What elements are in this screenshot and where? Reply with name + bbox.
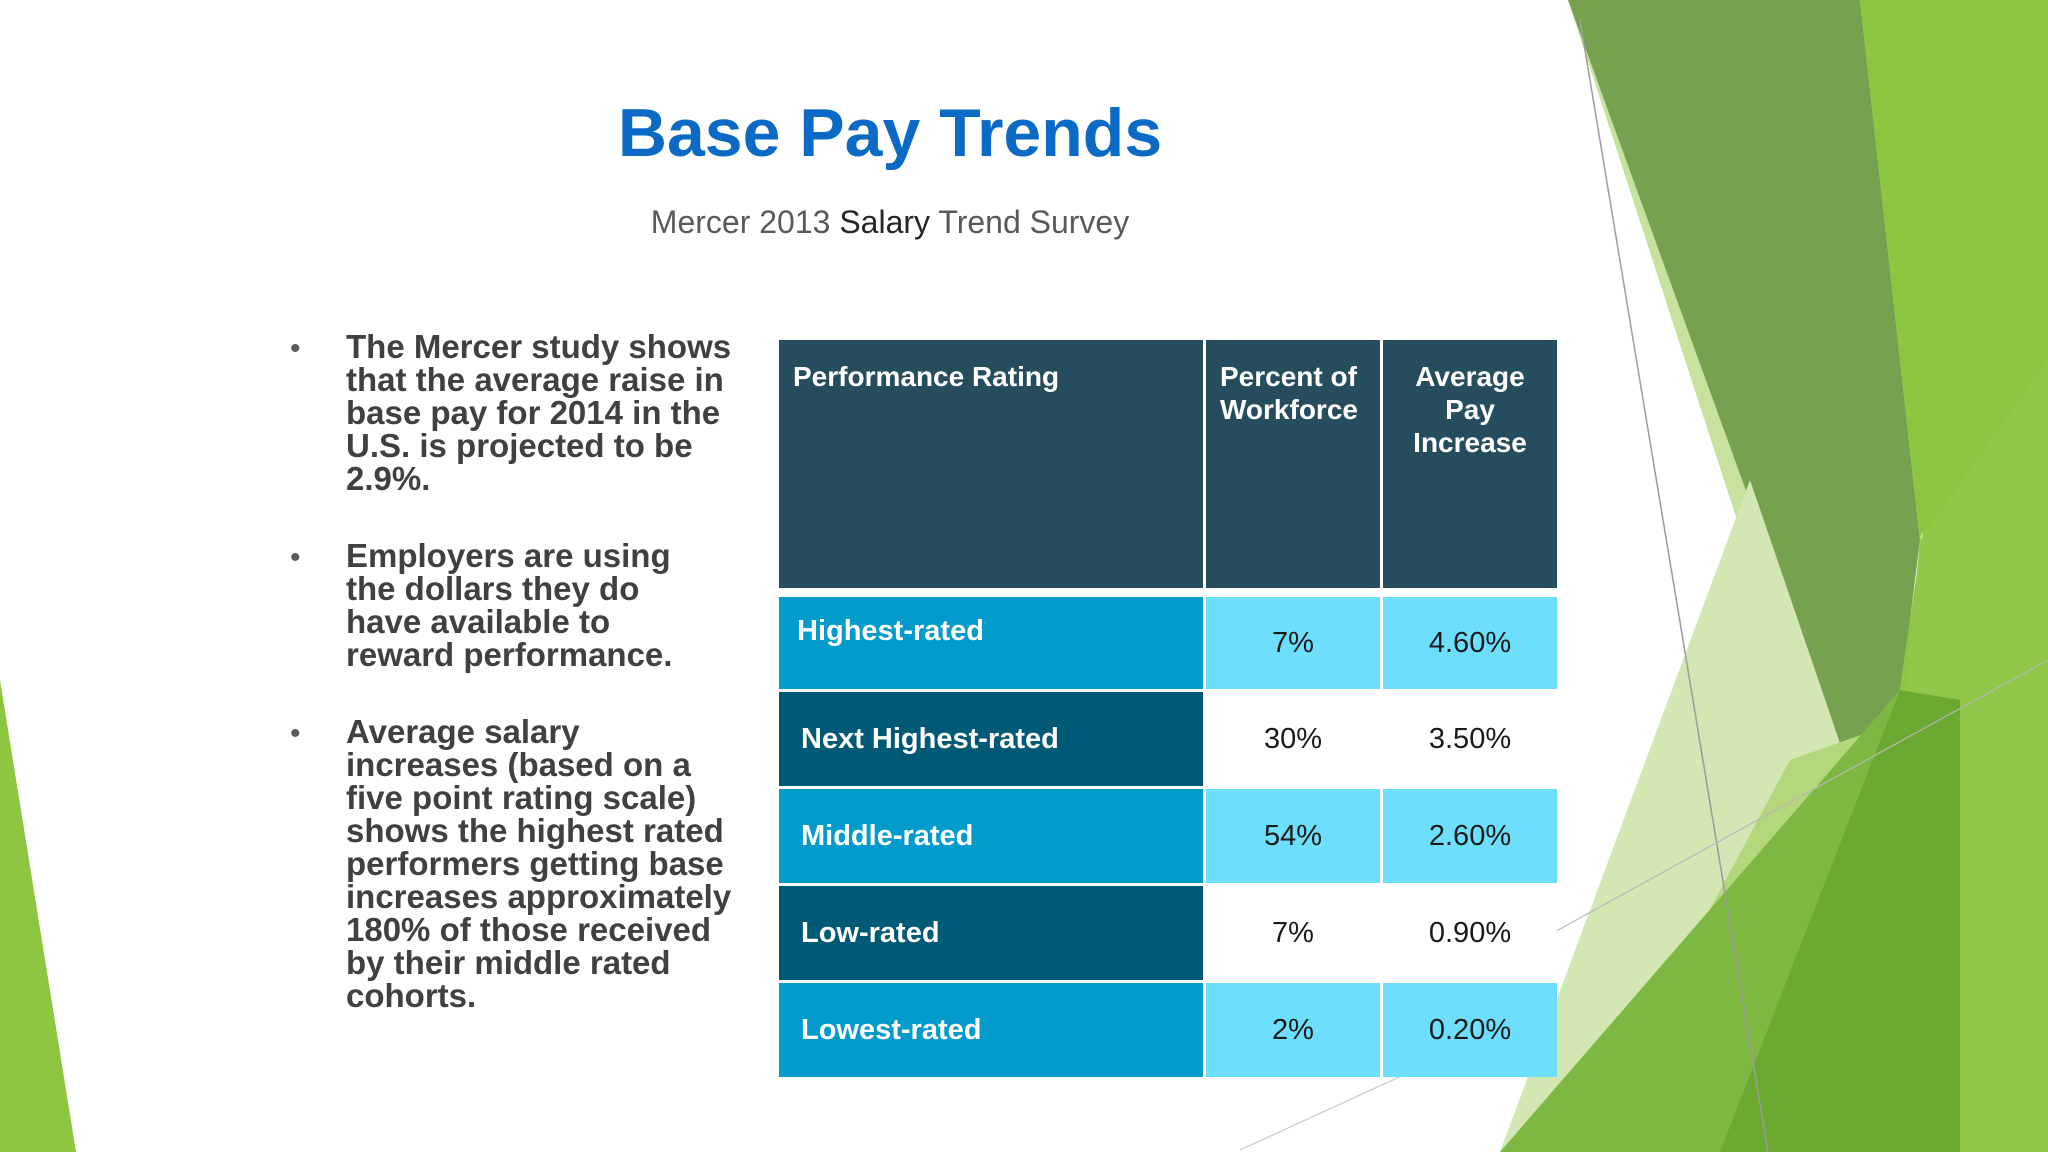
increase-cell: 2.60% [1383, 789, 1557, 883]
increase-cell: 0.20% [1383, 983, 1557, 1077]
percent-cell: 7% [1206, 597, 1380, 689]
table-row: Highest-rated 7% 4.60% [779, 597, 1557, 689]
bullet-text: The Mercer study shows that the average … [346, 328, 732, 497]
page-subtitle: Mercer 2013 Salary Trend Survey [560, 204, 1220, 241]
percent-cell: 54% [1206, 789, 1380, 883]
table-header-row: Performance Rating Percent of Workforce … [779, 340, 1557, 588]
header-average-increase: Average Pay Increase [1383, 340, 1557, 588]
bullet-item: • Employers are using the dollars they d… [290, 539, 750, 671]
percent-cell: 30% [1206, 692, 1380, 786]
subtitle-part-3: Trend Survey [930, 204, 1130, 240]
increase-cell: 4.60% [1383, 597, 1557, 689]
rating-cell: Next Highest-rated [779, 692, 1203, 786]
table-row: Next Highest-rated 30% 3.50% [779, 692, 1557, 786]
rating-cell: Middle-rated [779, 789, 1203, 883]
increase-cell: 3.50% [1383, 692, 1557, 786]
table-row: Middle-rated 54% 2.60% [779, 789, 1557, 883]
bullet-dot: • [290, 541, 301, 574]
bullet-item: • The Mercer study shows that the averag… [290, 330, 750, 495]
percent-cell: 2% [1206, 983, 1380, 1077]
page-title: Base Pay Trends [617, 95, 1163, 171]
bullet-text: Average salary increases (based on a fiv… [346, 713, 732, 1014]
header-percent-workforce: Percent of Workforce [1206, 340, 1380, 588]
salary-table: Performance Rating Percent of Workforce … [776, 340, 1560, 1077]
bullet-item: • Average salary increases (based on a f… [290, 715, 750, 1012]
subtitle-part-1: Mercer 2013 [650, 204, 840, 240]
percent-cell: 7% [1206, 886, 1380, 980]
rating-cell: Highest-rated [779, 597, 1203, 689]
bullet-dot: • [290, 332, 301, 365]
rating-cell: Lowest-rated [779, 983, 1203, 1077]
table-row: Lowest-rated 2% 0.20% [779, 983, 1557, 1077]
bullet-text: Employers are using the dollars they do … [346, 537, 673, 673]
subtitle-part-2: Salary [839, 204, 931, 240]
bullet-dot: • [290, 717, 301, 750]
header-performance-rating: Performance Rating [779, 340, 1203, 588]
increase-cell: 0.90% [1383, 886, 1557, 980]
bullet-list: • The Mercer study shows that the averag… [290, 330, 750, 1056]
table-row: Low-rated 7% 0.90% [779, 886, 1557, 980]
rating-cell: Low-rated [779, 886, 1203, 980]
